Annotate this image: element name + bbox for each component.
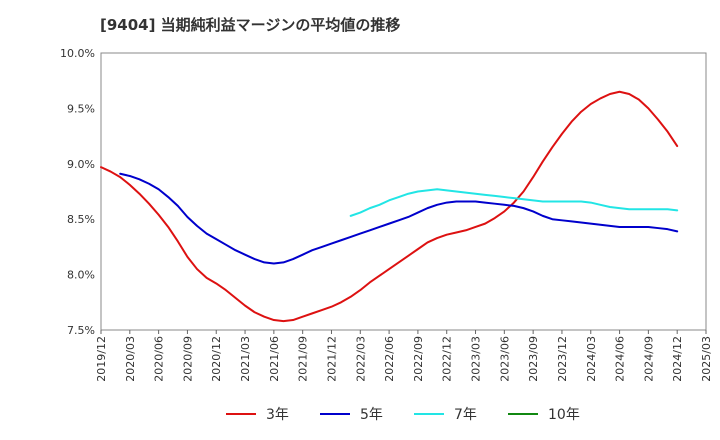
x-tick-label: 2022/03 [354,336,367,382]
x-tick-label: 2019/12 [95,336,108,382]
x-tick-label: 2022/09 [412,336,425,382]
y-tick-label: 10.0% [60,47,95,60]
y-tick-label: 7.5% [67,324,95,337]
x-tick-label: 2024/09 [642,336,655,382]
x-axis: 2019/12 2020/03 2020/06 2020/09 2020/12 2021/… [95,330,713,382]
x-tick-label: 2023/09 [527,336,540,382]
y-tick-label: 8.5% [67,213,95,226]
plot-background [101,53,706,330]
series-lines [100,90,679,323]
y-tick-label: 9.0% [67,158,95,171]
series-line-3 [349,188,679,217]
legend-label-1: 3年 [266,407,289,423]
x-tick-label: 2024/06 [614,336,627,382]
x-tick-label: 2021/12 [325,336,338,382]
x-tick-label: 2020/03 [124,336,137,382]
x-tick-label: 2025/03 [700,336,713,382]
x-tick-label: 2020/09 [181,336,194,382]
plot-area [100,52,707,331]
x-tick-label: 2024/03 [585,336,598,382]
x-tick-label: 2023/12 [556,336,569,382]
legend-label-2: 5年 [360,407,383,423]
legend-label-3: 7年 [454,407,477,423]
x-tick-label: 2023/03 [470,336,483,382]
series-line-1 [100,90,679,323]
y-tick-label: 8.0% [67,269,95,282]
chart-title: [9404] 当期純利益マージンの平均値の推移 [100,16,401,34]
x-tick-label: 2021/06 [268,336,281,382]
x-tick-label: 2022/06 [383,336,396,382]
legend: 3年 5年 7年 10年 [226,407,580,423]
x-tick-label: 2024/12 [671,336,684,382]
x-tick-label: 2020/06 [153,336,166,382]
x-tick-label: 2021/03 [239,336,252,382]
x-tick-label: 2023/06 [498,336,511,382]
y-tick-label: 9.5% [67,102,95,115]
x-tick-label: 2020/12 [210,336,223,382]
y-axis: 7.5% 8.0% 8.5% 9.0% 9.5% 10.0% [60,47,95,337]
x-tick-label: 2021/09 [297,336,310,382]
series-line-2 [119,172,679,265]
x-tick-label: 2022/12 [441,336,454,382]
legend-label-4: 10年 [548,407,580,423]
plot-border [100,52,707,331]
